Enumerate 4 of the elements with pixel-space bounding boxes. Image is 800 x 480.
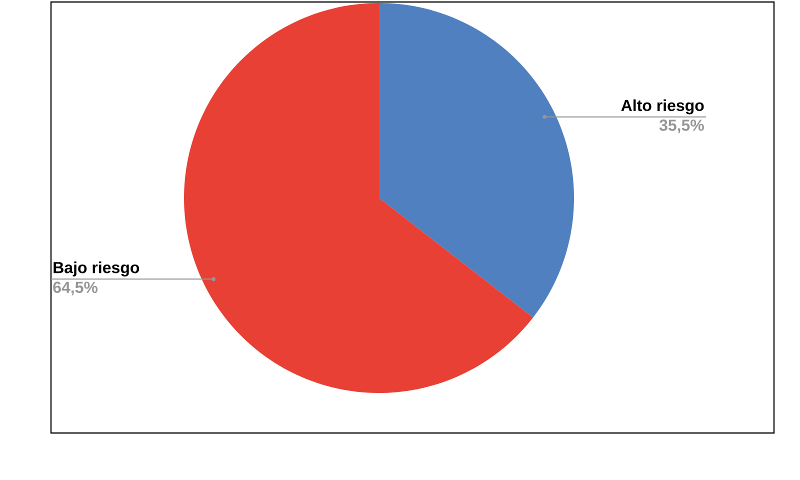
data-label: 64,5% xyxy=(53,282,98,296)
slice-label: Bajo riesgo xyxy=(54,261,140,276)
data-label: 35,5% xyxy=(659,120,704,134)
slice-label: Alto riesgo xyxy=(621,99,704,114)
